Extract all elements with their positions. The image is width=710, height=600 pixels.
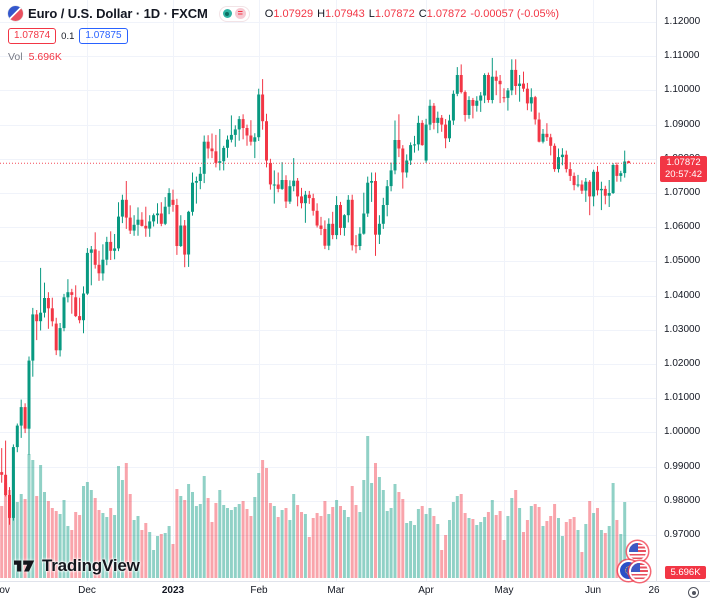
price-axis-label: 1.11000 (664, 50, 700, 62)
volume-value: 5.696K (28, 51, 62, 63)
symbol-title[interactable]: Euro / U.S. Dollar · 1D · FXCM (28, 6, 208, 21)
us-flag-event-icon[interactable] (631, 563, 648, 580)
market-open-dot-icon (222, 9, 232, 18)
high-value: 1.07943 (325, 7, 365, 20)
price-axis-label: 1.00000 (664, 426, 701, 438)
spread-value: 0.1 (61, 30, 75, 42)
ohlc-readout: O1.07929 H1.07943 L1.07872 C1.07872 -0.0… (264, 7, 560, 20)
volume-series (0, 436, 631, 578)
time-axis-label: May (494, 585, 514, 596)
price-axis-label: 1.02000 (664, 358, 701, 369)
price-axis-label: 0.98000 (664, 494, 701, 506)
equals-pink-icon: = (234, 8, 246, 19)
chart-legend: Euro / U.S. Dollar · 1D · FXCM = O1.0792… (8, 5, 559, 63)
time-axis-label: Mar (327, 585, 345, 596)
price-axis-label: 1.05000 (664, 255, 701, 267)
close-value: 1.07872 (426, 7, 467, 20)
price-axis-label: 1.04000 (664, 289, 701, 301)
time-axis-label: 2023 (161, 585, 185, 596)
price-axis-label: 1.07000 (664, 187, 701, 198)
time-axis-label: 26 (648, 585, 660, 596)
time-axis-label: Dec (78, 585, 96, 596)
price-axis-label: 0.97000 (664, 529, 701, 540)
price-axis-label: 1.09000 (664, 118, 701, 130)
tradingview-logo-icon (14, 560, 35, 572)
tradingview-watermark[interactable]: TradingView (14, 556, 140, 576)
time-axis-label: Feb (250, 585, 268, 596)
eurusd-pair-icon (8, 6, 23, 21)
price-axis-label: 1.10000 (664, 84, 701, 96)
low-value: 1.07872 (374, 7, 415, 20)
price-axis-label: 1.03000 (664, 323, 701, 335)
sell-bid-button[interactable]: 1.07874 (8, 28, 57, 44)
tradingview-watermark-text: TradingView (42, 556, 140, 575)
buy-ask-button[interactable]: 1.07875 (79, 28, 128, 44)
bar-countdown: 20:57:42 (665, 169, 702, 181)
current-price-value: 1.07872 (666, 157, 701, 169)
price-axis-label: 1.06000 (664, 221, 701, 233)
volume-label: Vol (8, 51, 23, 63)
candlestick-series (0, 57, 631, 525)
time-axis-label: Apr (418, 585, 434, 596)
price-axis-label: 1.01000 (664, 392, 701, 404)
volume-readout: Vol 5.696K (8, 51, 559, 63)
us-flag-event-icon[interactable] (629, 543, 646, 560)
current-price-label: 1.07872 20:57:42 (660, 156, 707, 183)
market-status-pill[interactable]: = (218, 5, 250, 22)
change-value: -0.00057 (-0.05%) (470, 7, 560, 20)
price-axis-label: 1.12000 (664, 16, 701, 27)
volume-axis-label: 5.696K (665, 566, 706, 579)
grid-lines (0, 0, 656, 581)
price-axis[interactable]: 1.120001.110001.100001.090001.080001.070… (656, 0, 710, 581)
axis-settings-gear-icon[interactable] (688, 587, 699, 598)
price-axis-label: 0.99000 (664, 460, 701, 472)
open-value: 1.07929 (273, 7, 314, 20)
time-axis[interactable]: Nov Dec 2023 Feb Mar Apr May Jun 26 (0, 581, 710, 600)
time-axis-label: Nov (0, 585, 10, 596)
time-axis-label: Jun (584, 585, 602, 596)
